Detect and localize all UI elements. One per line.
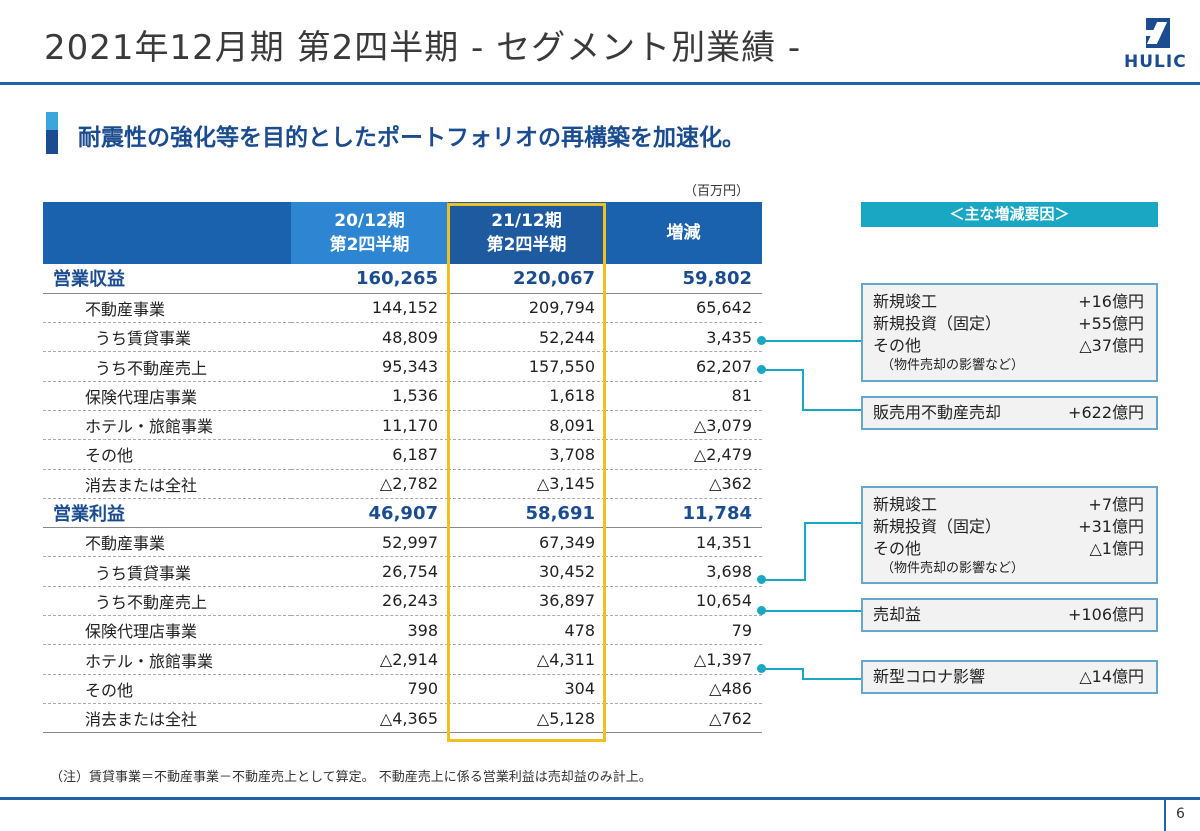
connector-line <box>802 409 861 411</box>
connector-line <box>762 610 861 612</box>
page-title: 2021年12月期 第2四半期 - セグメント別業績 - <box>44 28 802 68</box>
header-blank <box>43 202 291 264</box>
table-row: 保険代理店事業 1,536 1,618 81 <box>43 381 762 411</box>
header-rule <box>0 82 1200 85</box>
table-row: 保険代理店事業 398 478 79 <box>43 615 762 646</box>
connector-line <box>802 678 861 680</box>
footnote: （注）賃貸事業＝不動産事業－不動産売上として算定。 不動産売上に係る営業利益は売… <box>50 770 652 785</box>
connector-dot <box>757 365 766 374</box>
table-row: 不動産事業 52,997 67,349 14,351 <box>43 527 762 558</box>
segment-results-table: 20/12期 第2四半期 21/12期 第2四半期 増減 営業収益 160,265 22… <box>43 202 762 734</box>
table-row: 営業収益 160,265 220,067 59,802 <box>43 264 762 294</box>
factor-box-property-sales: 販売用不動産売却 +622億円 <box>861 396 1158 430</box>
connector-dot <box>757 575 766 584</box>
factor-box-sale-gain: 売却益 +106億円 <box>861 598 1158 632</box>
connector-dot <box>757 336 766 345</box>
subtitle-accent-bar <box>46 112 58 154</box>
unit-label: （百万円） <box>684 184 750 199</box>
factor-box-rental-profit: 新規竣工 +7億円 新規投資（固定） +31億円 その他 △1億円 （物件売却の影響な… <box>861 486 1158 584</box>
factor-box-covid: 新型コロナ影響 △14億円 <box>861 660 1158 694</box>
table-row: ホテル・旅館事業 △2,914 △4,311 △1,397 <box>43 644 762 675</box>
factor-box-rental-revenue: 新規竣工 +16億円 新規投資（固定） +55億円 その他 △37億円 （物件売却の影… <box>861 283 1158 382</box>
page-number: 6 <box>1176 806 1185 822</box>
table-row: 消去または全社 △2,782 △3,145 △362 <box>43 469 762 499</box>
connector-line <box>804 522 861 524</box>
factors-heading: ＜主な増減要因＞ <box>861 202 1158 227</box>
table-row: 不動産事業 144,152 209,794 65,642 <box>43 293 762 324</box>
table-row: うち不動産売上 26,243 36,897 10,654 <box>43 586 762 617</box>
footer-rule <box>0 797 1200 800</box>
connector-dot <box>757 606 766 615</box>
header-prev-period: 20/12期 第2四半期 <box>291 202 448 264</box>
connector-line <box>762 668 804 670</box>
table-row: 消去または全社 △4,365 △5,128 △762 <box>43 703 762 734</box>
connector-line <box>762 579 806 581</box>
header-change: 増減 <box>605 202 762 264</box>
connector-line <box>762 340 861 342</box>
hulic-logo: HULIC <box>1122 18 1194 76</box>
table-row: うち賃貸事業 26,754 30,452 3,698 <box>43 556 762 587</box>
connector-line <box>804 522 806 581</box>
table-row: その他 6,187 3,708 △2,479 <box>43 439 762 470</box>
table-row: ホテル・旅館事業 11,170 8,091 △3,079 <box>43 410 762 441</box>
subtitle: 耐震性の強化等を目的としたポートフォリオの再構築を加速化。 <box>78 125 745 151</box>
table-row: 営業利益 46,907 58,691 11,784 <box>43 498 762 529</box>
table-row: うち不動産売上 95,343 157,550 62,207 <box>43 351 762 382</box>
table-header-row: 20/12期 第2四半期 21/12期 第2四半期 増減 <box>43 202 762 264</box>
connector-line <box>802 369 804 411</box>
table-row: うち賃貸事業 48,809 52,244 3,435 <box>43 322 762 353</box>
connector-dot <box>757 664 766 673</box>
header-curr-period: 21/12期 第2四半期 <box>448 202 605 264</box>
connector-line <box>762 369 804 371</box>
connector-line <box>802 668 804 680</box>
logo-text: HULIC <box>1124 52 1187 72</box>
table-row: その他 790 304 △486 <box>43 674 762 704</box>
